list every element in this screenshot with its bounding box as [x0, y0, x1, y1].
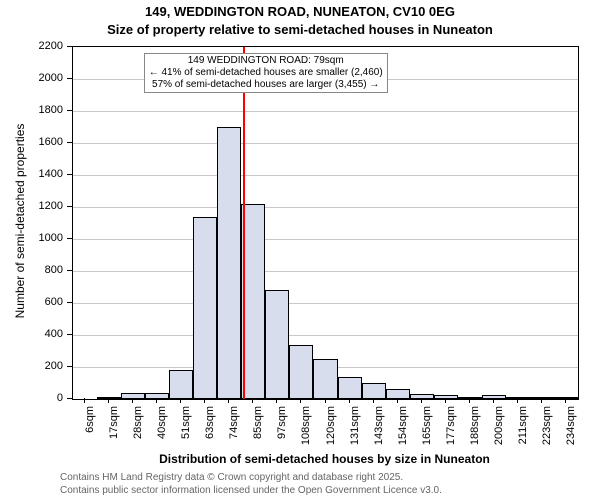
y-tick-mark — [67, 110, 72, 111]
x-tick-label: 120sqm — [325, 406, 337, 500]
x-tick-mark — [565, 398, 566, 403]
x-tick-mark — [132, 398, 133, 403]
y-tick-label: 800 — [0, 264, 63, 276]
x-tick-mark — [204, 398, 205, 403]
y-axis-label: Number of semi-detached properties — [13, 121, 27, 321]
x-tick-label: 6sqm — [84, 406, 96, 500]
x-tick-mark — [517, 398, 518, 403]
x-tick-label: 165sqm — [421, 406, 433, 500]
x-tick-mark — [445, 398, 446, 403]
gridline — [73, 271, 578, 272]
x-tick-label: 28sqm — [132, 406, 144, 500]
y-tick-label: 1000 — [0, 232, 63, 244]
y-tick-label: 2200 — [0, 40, 63, 52]
annotation-line: 57% of semi-detached houses are larger (… — [149, 79, 383, 91]
histogram-bar — [313, 359, 337, 399]
plot-area: 149 WEDDINGTON ROAD: 79sqm← 41% of semi-… — [72, 46, 579, 400]
histogram-bar — [97, 397, 121, 399]
x-tick-mark — [469, 398, 470, 403]
x-tick-mark — [276, 398, 277, 403]
y-tick-label: 1200 — [0, 200, 63, 212]
y-tick-mark — [67, 398, 72, 399]
x-tick-mark — [325, 398, 326, 403]
gridline — [73, 303, 578, 304]
x-tick-mark — [541, 398, 542, 403]
annotation-box: 149 WEDDINGTON ROAD: 79sqm← 41% of semi-… — [144, 53, 388, 93]
gridline — [73, 175, 578, 176]
x-tick-label: 131sqm — [349, 406, 361, 500]
y-tick-label: 200 — [0, 360, 63, 372]
x-tick-label: 234sqm — [565, 406, 577, 500]
y-tick-label: 1800 — [0, 104, 63, 116]
y-tick-label: 600 — [0, 296, 63, 308]
x-tick-label: 40sqm — [156, 406, 168, 500]
x-tick-label: 200sqm — [493, 406, 505, 500]
y-tick-mark — [67, 174, 72, 175]
y-tick-label: 0 — [0, 392, 63, 404]
histogram-bar — [169, 370, 193, 399]
gridline — [73, 207, 578, 208]
x-tick-mark — [180, 398, 181, 403]
x-tick-mark — [349, 398, 350, 403]
gridline — [73, 111, 578, 112]
chart-title: 149, WEDDINGTON ROAD, NUNEATON, CV10 0EG — [0, 4, 600, 19]
histogram-bar — [362, 383, 386, 399]
annotation-line: ← 41% of semi-detached houses are smalle… — [149, 67, 383, 79]
x-tick-label: 97sqm — [276, 406, 288, 500]
histogram-bar — [241, 204, 265, 399]
y-tick-mark — [67, 46, 72, 47]
x-tick-label: 177sqm — [445, 406, 457, 500]
y-tick-mark — [67, 270, 72, 271]
x-tick-label: 108sqm — [300, 406, 312, 500]
y-tick-mark — [67, 302, 72, 303]
x-tick-mark — [421, 398, 422, 403]
y-tick-mark — [67, 142, 72, 143]
y-tick-label: 400 — [0, 328, 63, 340]
histogram-bar — [265, 290, 289, 399]
y-tick-label: 2000 — [0, 72, 63, 84]
y-tick-mark — [67, 206, 72, 207]
x-tick-label: 63sqm — [204, 406, 216, 500]
y-tick-mark — [67, 366, 72, 367]
x-tick-mark — [228, 398, 229, 403]
x-tick-label: 188sqm — [469, 406, 481, 500]
x-tick-label: 17sqm — [108, 406, 120, 500]
x-tick-label: 51sqm — [180, 406, 192, 500]
chart-container: 149, WEDDINGTON ROAD, NUNEATON, CV10 0EG… — [0, 0, 600, 500]
y-tick-label: 1600 — [0, 136, 63, 148]
marker-line — [243, 47, 245, 399]
y-tick-label: 1400 — [0, 168, 63, 180]
histogram-bar — [338, 377, 362, 399]
annotation-line: 149 WEDDINGTON ROAD: 79sqm — [149, 55, 383, 67]
gridline — [73, 143, 578, 144]
x-tick-mark — [156, 398, 157, 403]
x-tick-label: 154sqm — [397, 406, 409, 500]
histogram-bar — [217, 127, 241, 399]
x-tick-mark — [108, 398, 109, 403]
x-tick-mark — [373, 398, 374, 403]
x-tick-label: 211sqm — [517, 406, 529, 500]
x-tick-mark — [493, 398, 494, 403]
chart-subtitle: Size of property relative to semi-detach… — [0, 22, 600, 37]
histogram-bar — [289, 345, 313, 399]
x-tick-label: 85sqm — [252, 406, 264, 500]
gridline — [73, 239, 578, 240]
x-tick-label: 223sqm — [541, 406, 553, 500]
y-tick-mark — [67, 78, 72, 79]
y-tick-mark — [67, 238, 72, 239]
histogram-bar — [145, 393, 169, 399]
y-tick-mark — [67, 334, 72, 335]
histogram-bar — [121, 393, 145, 399]
histogram-bar — [193, 217, 217, 399]
x-tick-mark — [300, 398, 301, 403]
x-tick-label: 74sqm — [228, 406, 240, 500]
x-tick-mark — [252, 398, 253, 403]
x-tick-label: 143sqm — [373, 406, 385, 500]
x-tick-mark — [397, 398, 398, 403]
x-tick-mark — [84, 398, 85, 403]
gridline — [73, 335, 578, 336]
